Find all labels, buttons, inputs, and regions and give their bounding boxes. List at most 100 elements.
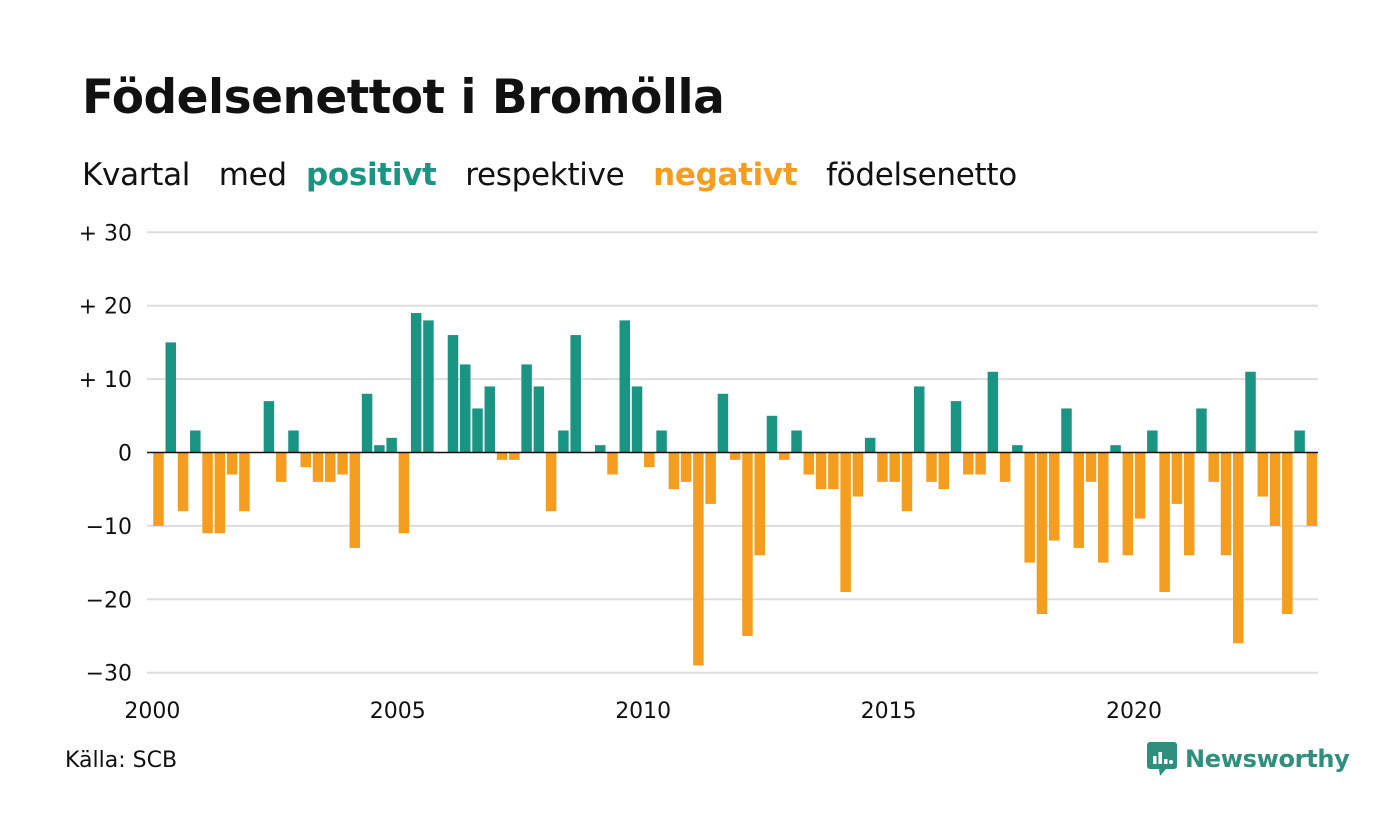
bar-negative bbox=[1036, 452, 1048, 614]
x-tick-label: 2000 bbox=[124, 699, 180, 724]
x-axis-labels: 2000 2005 2010 2015 2020 bbox=[124, 699, 1162, 724]
bar-positive bbox=[472, 408, 483, 453]
bar-negative bbox=[337, 452, 348, 475]
subtitle-word-1: Kvartal bbox=[82, 157, 191, 193]
bar-negative bbox=[705, 452, 716, 504]
bar-negative bbox=[1134, 452, 1146, 519]
bar-positive bbox=[410, 313, 422, 453]
subtitle-word-2: med bbox=[218, 157, 287, 193]
bar-negative bbox=[680, 452, 692, 482]
bar-negative bbox=[214, 452, 226, 534]
chart-subtitle: Kvartal med positivt respektive negativt… bbox=[82, 157, 1017, 193]
bar-positive bbox=[423, 320, 434, 453]
bar-positive bbox=[447, 335, 459, 453]
bar-negative bbox=[1098, 452, 1109, 563]
bar-negative bbox=[975, 452, 986, 475]
y-tick-label: 0 bbox=[118, 442, 132, 467]
bar-negative bbox=[1171, 452, 1183, 504]
bar-negative bbox=[840, 452, 851, 592]
bar-negative bbox=[153, 452, 164, 526]
bar-negative bbox=[938, 452, 950, 490]
bar-negative bbox=[349, 452, 361, 548]
bar-negative bbox=[1159, 452, 1170, 592]
bar-positive bbox=[1147, 430, 1158, 453]
chart-title: Födelsenettot i Bromölla bbox=[82, 70, 725, 125]
bar-positive bbox=[1196, 408, 1207, 453]
bar-positive bbox=[1012, 445, 1023, 453]
bar-negative bbox=[1306, 452, 1318, 526]
y-tick-label: + 30 bbox=[79, 221, 132, 246]
bar-positive bbox=[913, 386, 925, 453]
bar-positive bbox=[1061, 408, 1072, 453]
bar-positive bbox=[791, 430, 802, 453]
bar-negative bbox=[1183, 452, 1195, 556]
bar-negative bbox=[325, 452, 336, 482]
bar-negative bbox=[668, 452, 680, 490]
bar-negative bbox=[1220, 452, 1232, 556]
bar-positive bbox=[558, 430, 569, 453]
bar-positive bbox=[263, 401, 275, 453]
subtitle-word-4: födelsenetto bbox=[826, 157, 1017, 193]
bar-negative bbox=[877, 452, 888, 482]
bar-negative bbox=[496, 452, 508, 460]
y-axis-labels: + 30 + 20 + 10 0 −10 −20 −30 bbox=[79, 221, 132, 686]
bar-positive bbox=[766, 415, 778, 453]
bar-negative bbox=[742, 452, 753, 636]
bar-positive bbox=[288, 430, 299, 453]
bar-positive bbox=[619, 320, 631, 453]
bar-positive bbox=[374, 445, 385, 453]
bar-negative bbox=[1085, 452, 1097, 482]
bar-positive bbox=[631, 386, 643, 453]
bar-negative bbox=[1024, 452, 1035, 563]
bar-positive bbox=[484, 386, 496, 453]
y-tick-label: −10 bbox=[86, 515, 132, 540]
bar-negative bbox=[779, 452, 790, 460]
bar-negative bbox=[509, 452, 520, 460]
bar-positive bbox=[165, 342, 177, 453]
bar-negative bbox=[1269, 452, 1281, 526]
bar-negative bbox=[226, 452, 238, 475]
bar-negative bbox=[239, 452, 250, 512]
bar-negative bbox=[999, 452, 1011, 482]
bar-negative bbox=[1282, 452, 1293, 614]
source-label: Källa: SCB bbox=[65, 748, 178, 773]
bar-negative bbox=[852, 452, 864, 497]
bar-negative bbox=[926, 452, 937, 482]
brand-name: Newsworthy bbox=[1185, 745, 1350, 773]
bar-negative bbox=[963, 452, 974, 475]
bar-positive bbox=[717, 393, 729, 453]
bar-negative bbox=[901, 452, 913, 512]
bar-positive bbox=[386, 437, 397, 453]
x-tick-label: 2010 bbox=[615, 699, 671, 724]
bar-positive bbox=[361, 393, 373, 453]
bar-negative bbox=[275, 452, 287, 482]
y-tick-label: −20 bbox=[86, 588, 132, 613]
brand-logo: Newsworthy bbox=[1147, 742, 1350, 776]
bar-positive bbox=[1245, 371, 1256, 453]
x-tick-label: 2020 bbox=[1106, 699, 1162, 724]
bar-negative bbox=[889, 452, 900, 482]
bar-negative bbox=[1048, 452, 1060, 541]
bar-positive bbox=[950, 401, 962, 453]
bar-positive bbox=[864, 437, 876, 453]
bar-positive bbox=[521, 364, 532, 453]
bar-negative bbox=[1122, 452, 1134, 556]
bar-positive bbox=[570, 335, 581, 453]
x-tick-label: 2015 bbox=[861, 699, 917, 724]
bar-negative bbox=[312, 452, 324, 482]
bar-negative bbox=[828, 452, 839, 490]
y-tick-label: + 10 bbox=[79, 368, 132, 393]
bar-positive bbox=[533, 386, 545, 453]
bar-positive bbox=[1110, 445, 1121, 453]
bar-negative bbox=[644, 452, 655, 468]
bar-negative bbox=[693, 452, 704, 666]
bar-negative bbox=[202, 452, 213, 534]
subtitle-negative: negativt bbox=[653, 157, 798, 193]
bar-series bbox=[153, 313, 1318, 666]
bar-negative bbox=[1257, 452, 1269, 497]
bar-negative bbox=[607, 452, 618, 475]
bar-positive bbox=[987, 371, 999, 453]
bar-negative bbox=[815, 452, 827, 490]
bar-negative bbox=[545, 452, 557, 512]
